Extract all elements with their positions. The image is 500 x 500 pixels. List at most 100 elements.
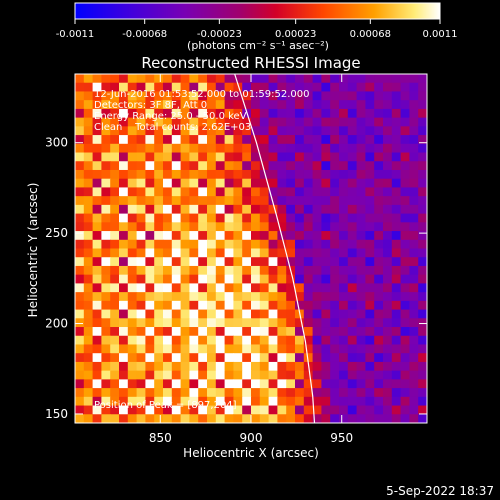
heatmap-cell <box>356 388 366 398</box>
heatmap-cell <box>224 370 234 380</box>
heatmap-cell <box>374 196 384 206</box>
heatmap-cell <box>207 108 217 119</box>
heatmap-cell <box>391 309 402 319</box>
heatmap-cell <box>163 169 173 180</box>
heatmap-cell <box>312 257 322 267</box>
heatmap-cell <box>75 318 85 328</box>
heatmap-cell <box>154 265 164 276</box>
heatmap-cell <box>418 379 427 389</box>
heatmap-cell <box>154 379 164 389</box>
y-tick-label: 150 <box>45 407 68 421</box>
heatmap-cell <box>171 283 182 293</box>
heatmap-cell <box>207 257 217 267</box>
heatmap-cell <box>207 335 217 346</box>
heatmap-cell <box>198 178 208 189</box>
heatmap-cell <box>119 248 129 258</box>
heatmap-cell <box>110 126 120 136</box>
heatmap-cell <box>171 231 182 241</box>
heatmap-cell <box>383 292 393 302</box>
heatmap-cell <box>145 379 155 389</box>
heatmap-cell <box>400 396 410 407</box>
heatmap-cell <box>277 379 287 389</box>
solar-limb-curve <box>234 74 316 423</box>
heatmap-cell <box>330 292 340 302</box>
heatmap-cell <box>251 117 261 127</box>
heatmap-cell <box>224 353 234 363</box>
heatmap-cell <box>383 169 393 180</box>
heatmap-cell <box>242 143 252 154</box>
heatmap-cell <box>189 126 199 136</box>
heatmap-cell <box>180 379 190 389</box>
heatmap-cell <box>145 300 155 311</box>
heatmap-cell <box>180 117 190 127</box>
colorbar-tick-label: 0.0011 <box>423 29 458 40</box>
heatmap-cell <box>400 274 410 284</box>
heatmap-cell <box>286 318 296 328</box>
heatmap-cell <box>365 74 375 84</box>
heatmap-cell <box>277 169 287 180</box>
heatmap-cell <box>339 370 349 380</box>
heatmap-cell <box>154 396 164 407</box>
heatmap-cell <box>119 257 129 267</box>
heatmap-cell <box>374 222 384 232</box>
heatmap-cell <box>277 204 287 215</box>
heatmap-cell <box>215 126 226 136</box>
heatmap-cell <box>330 257 340 267</box>
heatmap-cell <box>136 361 146 372</box>
heatmap-cell <box>242 222 252 232</box>
heatmap-cell <box>409 204 419 215</box>
heatmap-cell <box>83 239 94 250</box>
heatmap-cell <box>295 239 305 250</box>
heatmap-cell <box>347 222 358 232</box>
heatmap-cell <box>127 257 138 267</box>
heatmap-cell <box>83 204 94 215</box>
heatmap-cell <box>391 126 402 136</box>
heatmap-cell <box>286 169 296 180</box>
heatmap-cell <box>224 335 234 346</box>
heatmap-cell <box>154 117 164 127</box>
heatmap-cell <box>251 222 261 232</box>
heatmap-cell <box>127 135 138 145</box>
heatmap-cell <box>339 283 349 293</box>
heatmap-cell <box>321 361 331 372</box>
heatmap-cell <box>295 222 305 232</box>
heatmap-cell <box>251 414 261 423</box>
heatmap-cell <box>75 309 85 319</box>
heatmap-cell <box>127 143 138 154</box>
heatmap-cell <box>374 143 384 154</box>
heatmap-cell <box>110 108 120 119</box>
heatmap-cell <box>233 178 243 189</box>
heatmap-cell <box>339 257 349 267</box>
heatmap-cell <box>75 379 85 389</box>
heatmap-cell <box>391 204 402 215</box>
heatmap-cell <box>171 74 182 84</box>
heatmap-cell <box>127 388 138 398</box>
heatmap-cell <box>383 91 393 101</box>
heatmap-cell <box>242 126 252 136</box>
heatmap-cell <box>268 361 278 372</box>
heatmap-cell <box>277 353 287 363</box>
heatmap-cell <box>321 335 331 346</box>
heatmap-cell <box>259 248 270 258</box>
colorbar <box>74 2 441 20</box>
heatmap-cell <box>303 196 314 206</box>
heatmap-cell <box>365 117 375 127</box>
heatmap-cell <box>198 379 208 389</box>
heatmap-cell <box>251 213 261 223</box>
heatmap-cell <box>75 143 85 154</box>
heatmap-cell <box>215 361 226 372</box>
heatmap-cell <box>215 353 226 363</box>
colorbar-tick-label: -0.0011 <box>56 29 95 40</box>
heatmap-cell <box>154 143 164 154</box>
heatmap-cell <box>286 143 296 154</box>
heatmap-cell <box>303 204 314 215</box>
heatmap-cell <box>409 213 419 223</box>
heatmap-cell <box>356 222 366 232</box>
heatmap-cell <box>251 248 261 258</box>
heatmap-cell <box>330 370 340 380</box>
heatmap-cell <box>356 396 366 407</box>
heatmap-cell <box>198 370 208 380</box>
heatmap-cell <box>92 213 102 223</box>
heatmap-cell <box>224 292 234 302</box>
